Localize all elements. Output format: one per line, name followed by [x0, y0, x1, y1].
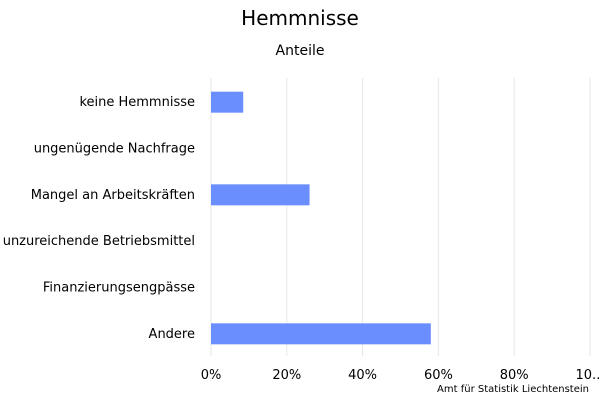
category-label: Finanzierungsengpässe: [43, 281, 195, 296]
category-label: Mangel an Arbeitskräften: [31, 188, 195, 203]
bar[interactable]: [211, 184, 310, 206]
chart-title: Hemmnisse: [241, 6, 359, 30]
chart-subtitle: Anteile: [275, 43, 325, 59]
x-tick-label: 0%: [201, 368, 222, 383]
x-tick-label: 20%: [272, 368, 301, 383]
x-tick-label: 60%: [424, 368, 453, 383]
bars: [211, 91, 431, 345]
bar[interactable]: [211, 91, 244, 113]
grid-lines: [210, 78, 591, 356]
category-label: ungenügende Nachfrage: [34, 142, 195, 157]
x-tick-label: 80%: [500, 368, 529, 383]
category-label: keine Hemmnisse: [79, 95, 195, 110]
category-label: Andere: [149, 327, 195, 342]
category-label: unzureichende Betriebsmittel: [3, 234, 195, 249]
x-tick-labels: 0% 20% 40% 60% 80% 10...: [201, 368, 600, 383]
category-labels: keine Hemmnisse ungenügende Nachfrage Mang…: [3, 95, 195, 342]
x-tick-label: 40%: [348, 368, 377, 383]
source-note: Amt für Statistik Liechtenstein: [437, 384, 589, 395]
x-tick-label: 10...: [576, 368, 600, 383]
bar[interactable]: [211, 323, 431, 345]
